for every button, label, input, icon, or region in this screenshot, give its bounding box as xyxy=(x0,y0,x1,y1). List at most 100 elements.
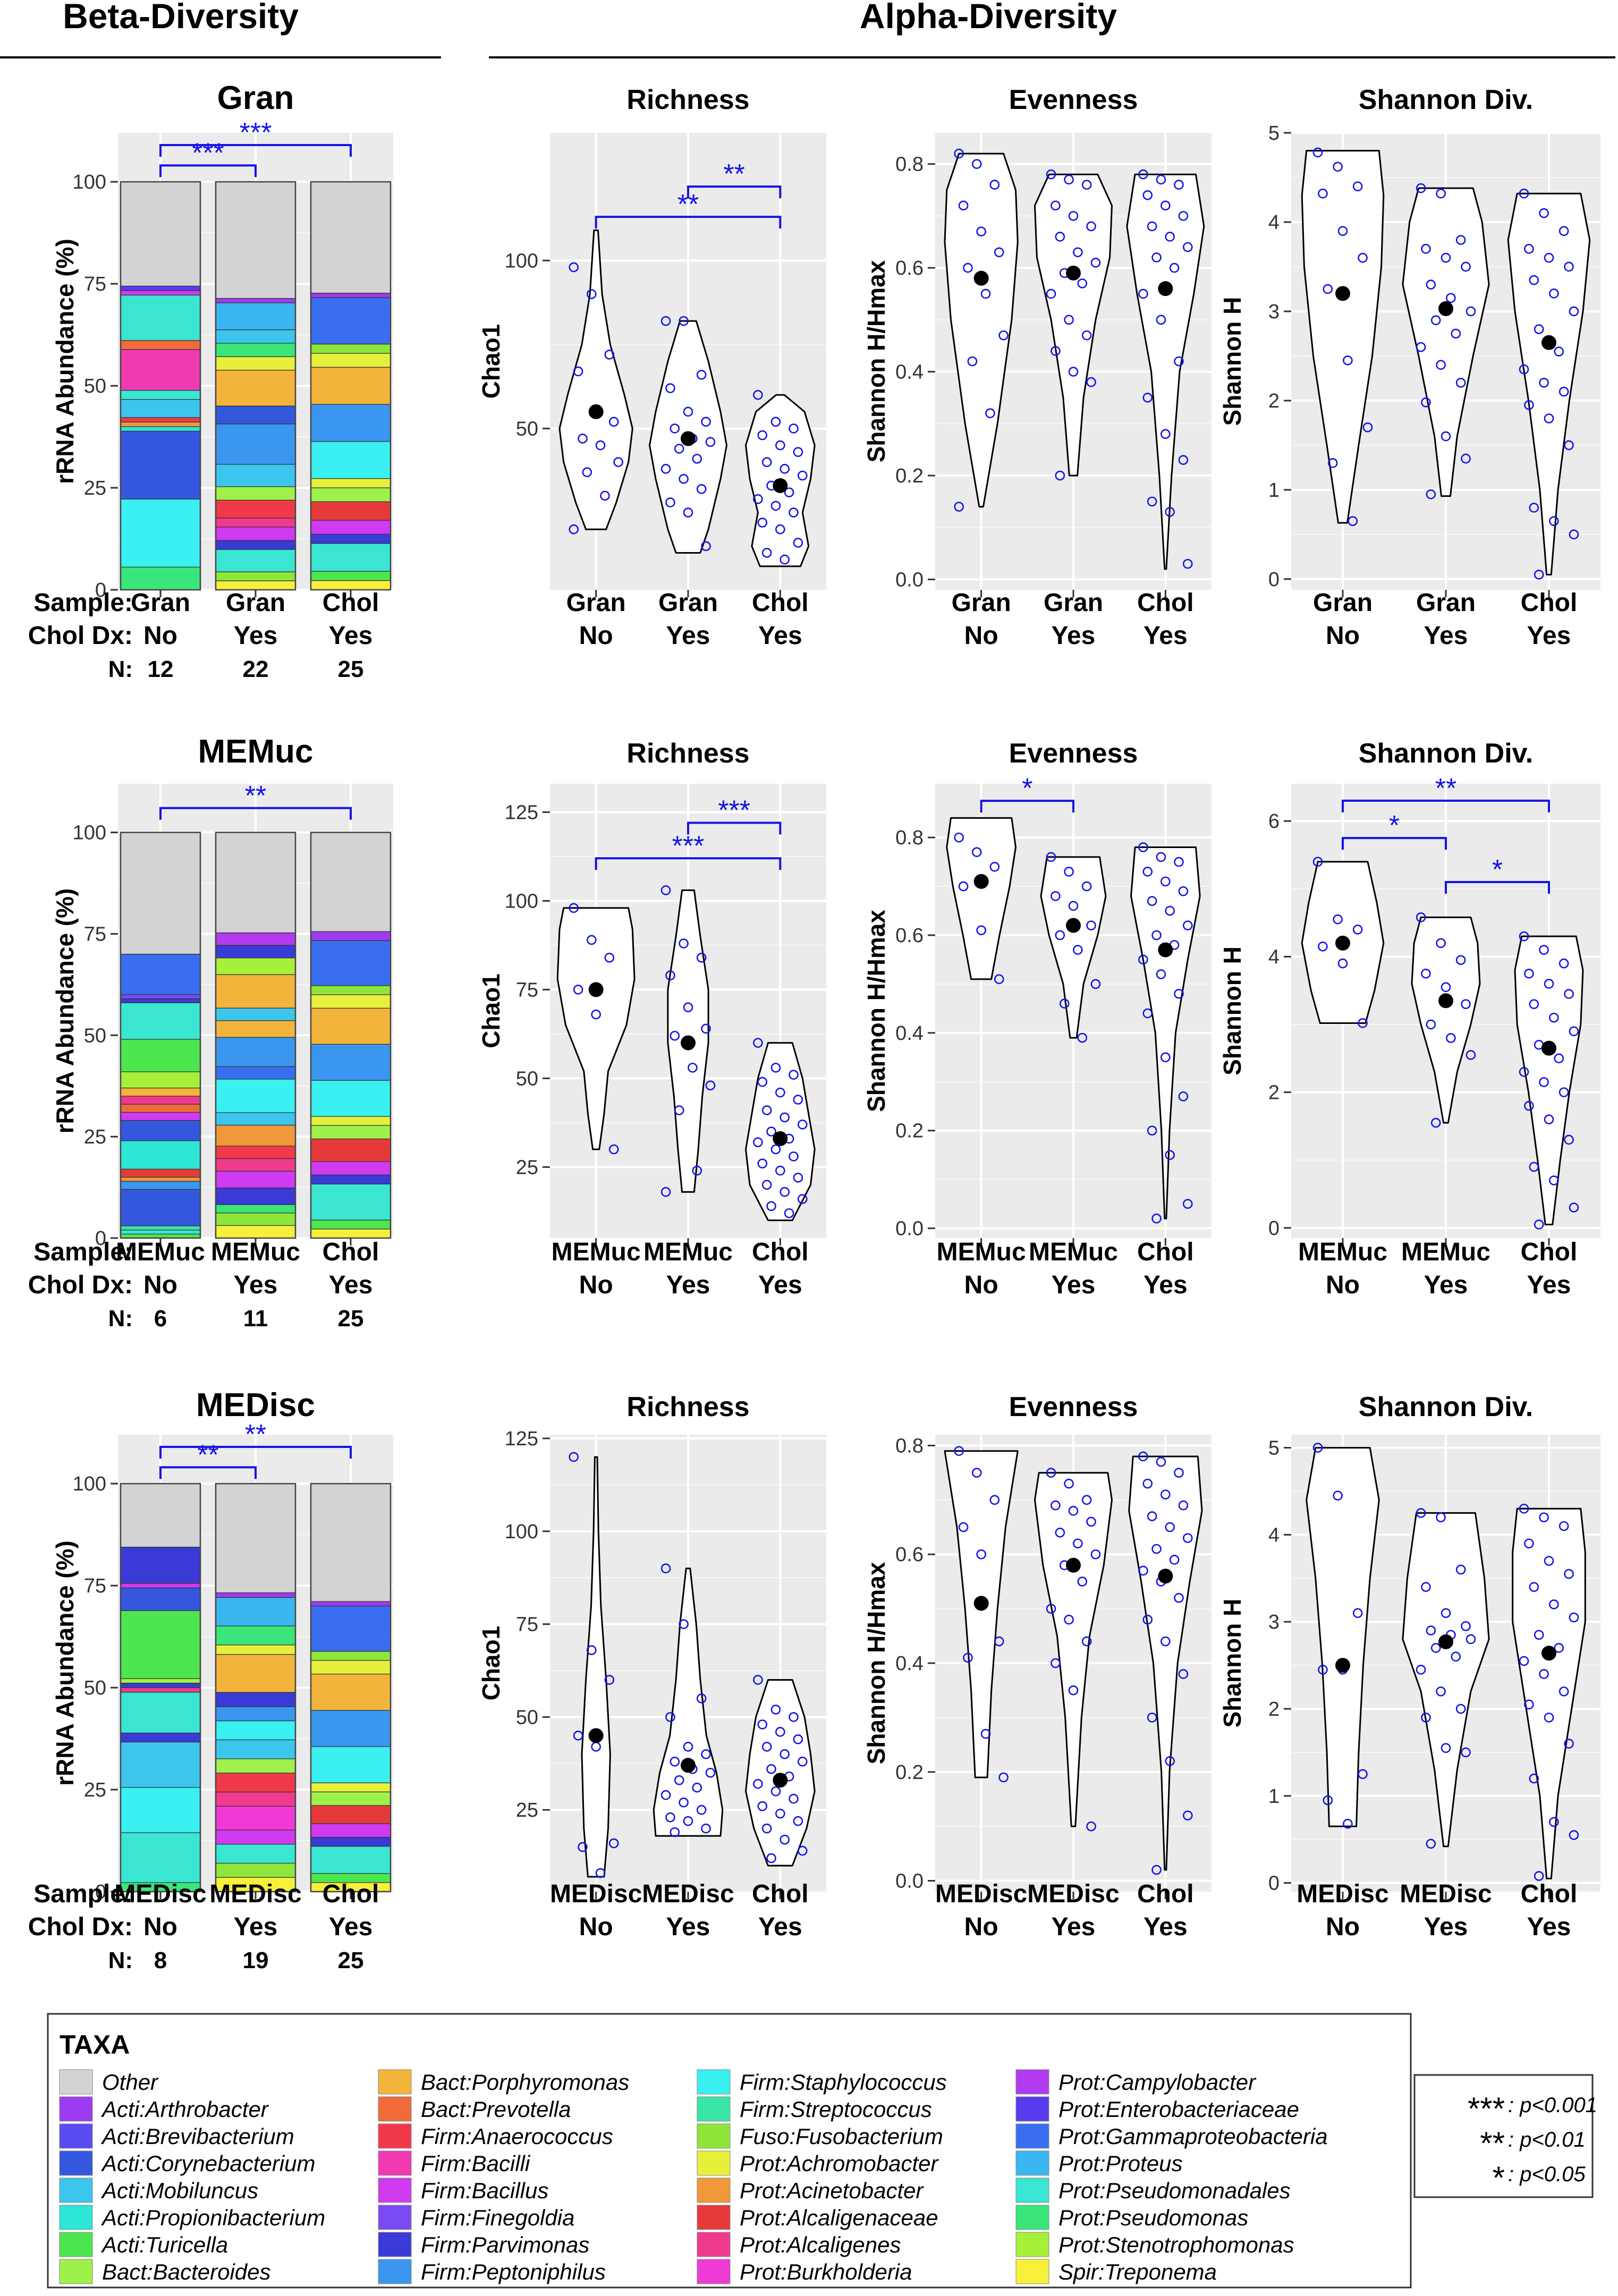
bar-segment-acti-mobiluncus xyxy=(215,329,296,344)
data-point xyxy=(1436,360,1446,370)
legend-swatch xyxy=(59,2069,93,2095)
data-point xyxy=(665,1812,675,1823)
data-point xyxy=(980,1729,991,1739)
data-point xyxy=(578,1842,588,1852)
data-point xyxy=(1077,278,1088,289)
data-point xyxy=(775,440,785,451)
chol-dx-label: Yes xyxy=(666,622,710,650)
bar-segment-bact-porphyromonas xyxy=(215,369,296,406)
legend-label: Prot:Campylobacter xyxy=(1058,2070,1257,2095)
data-point xyxy=(1182,1533,1193,1543)
violin-chart-title: Evenness xyxy=(1009,84,1138,115)
data-point xyxy=(1077,1577,1088,1587)
data-point xyxy=(1068,901,1079,911)
data-point xyxy=(797,1756,808,1767)
data-point xyxy=(1558,1686,1569,1697)
y-tick-label: 75 xyxy=(84,923,106,945)
data-point xyxy=(1416,912,1426,922)
bar-segment-firm-staphylococcus xyxy=(310,441,391,479)
y-tick-label: 50 xyxy=(516,1067,538,1090)
data-point xyxy=(1086,920,1096,930)
data-point xyxy=(1064,867,1074,877)
chol-dx-label: Yes xyxy=(1424,622,1468,650)
y-axis-label: Shannon H/Hmax xyxy=(862,260,890,462)
data-point xyxy=(660,464,671,474)
bar-segment-firm-parvimonas xyxy=(120,1546,201,1584)
chol-dx-row-label: Chol Dx: xyxy=(28,1913,133,1941)
data-point xyxy=(679,1797,689,1808)
legend-label: Firm:Peptoniphilus xyxy=(421,2259,606,2284)
data-point xyxy=(1156,174,1166,185)
bar-segment-prot-gammaproteobacteria xyxy=(310,1605,391,1652)
chol-dx-label: No xyxy=(143,1271,177,1299)
bar-segment-firm-anaerococcus xyxy=(215,1146,296,1159)
data-point xyxy=(1081,1495,1092,1505)
data-point xyxy=(1455,955,1466,965)
data-point xyxy=(1160,1489,1171,1499)
bar-segment-prot-achromobacter xyxy=(310,994,391,1009)
data-point xyxy=(1426,489,1436,499)
y-axis-label: Shannon H xyxy=(1218,297,1246,426)
bar-chart-title: MEDisc xyxy=(196,1387,315,1424)
data-point xyxy=(1147,1511,1157,1521)
mean-point xyxy=(1438,301,1453,316)
significance-stars: * xyxy=(1022,773,1032,804)
bar-segment-fuso-fusobacterium xyxy=(310,343,391,354)
data-point xyxy=(753,494,763,504)
data-point xyxy=(793,1173,803,1183)
data-point xyxy=(1333,914,1343,925)
mean-point xyxy=(1335,286,1350,301)
sample-label: MEDisc xyxy=(935,1880,1027,1908)
data-point xyxy=(1539,1669,1549,1679)
legend-swatch xyxy=(697,2178,731,2203)
data-point xyxy=(1064,174,1074,185)
significance-key-label: : p<0.01 xyxy=(1508,2128,1586,2151)
data-point xyxy=(789,1712,799,1722)
data-point xyxy=(770,501,781,511)
bar-segment-firm-peptoniphilus xyxy=(310,1710,391,1747)
data-point xyxy=(660,316,671,326)
data-point xyxy=(1544,413,1554,423)
data-point xyxy=(1436,1686,1446,1697)
chol-dx-label: Yes xyxy=(234,1913,278,1941)
data-point xyxy=(1549,1599,1559,1609)
bar-segment-firm-bacillus xyxy=(120,1583,201,1588)
data-point xyxy=(1544,1114,1554,1124)
data-point xyxy=(761,1742,772,1752)
data-point xyxy=(1090,1549,1101,1560)
data-point xyxy=(1524,244,1534,254)
mean-point xyxy=(1335,935,1350,951)
data-point xyxy=(766,1764,776,1774)
significance-stars: *** xyxy=(672,831,705,861)
data-point xyxy=(1086,1821,1096,1832)
data-point xyxy=(696,369,707,380)
mean-point xyxy=(773,478,788,493)
data-point xyxy=(1352,1608,1363,1619)
data-point xyxy=(1160,200,1171,211)
data-point xyxy=(1558,386,1569,397)
y-tick-label: 100 xyxy=(73,822,106,844)
data-point xyxy=(679,938,689,948)
bar-segment-other xyxy=(310,181,391,294)
data-point xyxy=(1465,1634,1476,1645)
bar-segment-bact-bacteroides xyxy=(120,1678,201,1684)
y-tick-label: 0.2 xyxy=(895,465,924,487)
data-point xyxy=(1151,930,1162,941)
violin-shape xyxy=(1301,150,1385,524)
data-point xyxy=(1441,252,1451,263)
bar-segment-prot-gammaproteobacteria xyxy=(215,1066,296,1080)
data-point xyxy=(1151,1865,1162,1875)
legend-label: Prot:Stenotrophomonas xyxy=(1058,2232,1294,2257)
data-point xyxy=(1178,886,1189,896)
y-tick-label: 100 xyxy=(505,890,538,912)
sample-label: Chol xyxy=(1137,589,1194,617)
data-point xyxy=(1169,262,1180,273)
data-point xyxy=(780,1187,790,1197)
data-point xyxy=(586,289,597,299)
data-point xyxy=(994,1636,1004,1647)
data-point xyxy=(1524,1100,1534,1111)
data-point xyxy=(1081,330,1092,341)
data-point xyxy=(674,1775,684,1785)
data-point xyxy=(696,953,707,963)
